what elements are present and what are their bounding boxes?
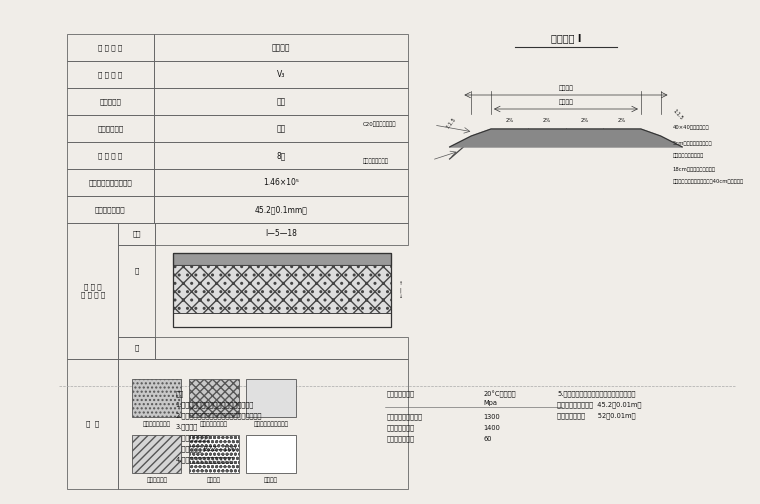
Bar [67,61,154,88]
Text: 中粒式氥青混凝土：  45.2（0.01m）: 中粒式氥青混凝土： 45.2（0.01m） [557,402,641,408]
Bar [67,88,154,115]
Text: 水泥路基路面：: 水泥路基路面： [387,435,414,443]
Text: 行 车 道
路 面 结 构: 行 车 道 路 面 结 构 [81,284,105,298]
Text: 浆砖片石加固路肩: 浆砖片石加固路肩 [363,158,389,164]
Text: 1.图中尺寸以厘米计，路面结构为示意图。: 1.图中尺寸以厘米计，路面结构为示意图。 [176,402,254,408]
Bar [154,61,408,88]
Bar [173,265,391,313]
Text: 氥青路面: 氥青路面 [272,43,290,52]
Bar [67,115,154,142]
Text: 自 然 区 域: 自 然 区 域 [98,71,122,78]
Bar [173,253,391,327]
Text: 图  例: 图 例 [86,421,100,427]
Text: 40×40重磳片石边沟: 40×40重磳片石边沟 [673,124,709,130]
Bar [154,142,408,169]
Text: 4.路面各结构层材料抗压模量：: 4.路面各结构层材料抗压模量： [176,457,234,463]
Text: I—5—18: I—5—18 [265,229,297,238]
Bar [67,169,154,196]
Text: 设计弹货强度值: 设计弹货强度值 [95,206,125,213]
Bar [154,196,408,223]
Bar [154,169,408,196]
Bar [246,379,296,417]
Text: Mpa: Mpa [483,400,497,406]
Text: 2%: 2% [543,117,551,122]
Bar [67,359,119,489]
Text: 示: 示 [135,345,139,351]
Bar [67,223,119,359]
Bar [173,253,391,265]
Bar [189,435,239,473]
Text: V₃: V₃ [277,70,285,79]
Text: 水泥稳定砖石: 水泥稳定砖石 [146,477,167,483]
Bar [119,223,155,245]
Bar [132,379,182,417]
Text: 1300: 1300 [483,414,500,420]
Text: 中湿: 中湿 [277,124,286,133]
Text: 唇配砖石: 唇配砖石 [207,477,221,483]
Text: 5.路面各结构层土基顶面施工及收彔层度：: 5.路面各结构层土基顶面施工及收彔层度： [557,391,635,397]
Bar [155,337,408,359]
Text: 图: 图 [135,268,139,274]
Text: 1400: 1400 [483,425,500,431]
Text: 中粒式氥青混凝土: 中粒式氥青混凝土 [200,421,228,427]
Bar [154,115,408,142]
Text: 结构层材料名称: 结构层材料名称 [387,391,414,397]
Text: 20°C抗压模量: 20°C抗压模量 [483,390,515,398]
Bar [119,245,155,337]
Text: 透层氥青（不计层度）: 透层氥青（不计层度） [673,154,704,158]
Bar [119,359,408,489]
Text: 2.路面各结构层厘度根据现有交通量计算得出。: 2.路面各结构层厘度根据现有交通量计算得出。 [176,413,262,419]
Text: 路基干燥类型: 路基干燥类型 [97,125,124,132]
Polygon shape [450,129,682,147]
Text: 2%: 2% [618,117,626,122]
Bar [246,435,296,473]
Text: 中粒式氥青混凝土：: 中粒式氥青混凝土： [387,414,423,420]
Text: 改建或新建: 改建或新建 [100,98,122,105]
Text: 1:1.5: 1:1.5 [673,109,685,121]
Bar [67,196,154,223]
Text: 水泥稳定砖石：      52（0.01m）: 水泥稳定砖石： 52（0.01m） [557,413,635,419]
Text: 代号: 代号 [132,231,141,237]
Text: 一个车道累计当量轴次: 一个车道累计当量轴次 [89,179,132,186]
Text: 注：: 注： [176,391,183,397]
Text: 45.2（0.1mm）: 45.2（0.1mm） [255,205,308,214]
Bar [155,223,408,245]
Bar [154,34,408,61]
Bar [132,435,182,473]
Text: 60: 60 [483,436,492,442]
Text: 路基路面（路基最小压实度为40cm）片石堡实: 路基路面（路基最小压实度为40cm）片石堡实 [673,179,743,184]
Text: 1.46×10⁵: 1.46×10⁵ [263,178,299,187]
Text: 18cm厘水泥稳定砖石基层: 18cm厘水泥稳定砖石基层 [673,166,715,171]
Text: 设 计 年 限: 设 计 年 限 [98,152,122,159]
Text: 1:1.5: 1:1.5 [445,116,458,130]
Text: 透层氥青（不计层度）: 透层氥青（不计层度） [254,421,289,427]
Text: 路 面 类 型: 路 面 类 型 [98,44,122,51]
Text: 细粒式氥青混凝土: 细粒式氥青混凝土 [143,421,171,427]
Text: 片石补强: 片石补强 [264,477,278,483]
Text: 路基宽度: 路基宽度 [559,85,574,91]
Text: 3.设计参数: 3.设计参数 [176,424,198,430]
Bar [154,88,408,115]
Text: ↑
|
↓: ↑ | ↓ [399,281,404,298]
Bar [189,379,239,417]
Text: 硬化宽度: 硬化宽度 [559,99,574,105]
Text: 拉拔标准： BZZ—100: 拉拔标准： BZZ—100 [176,446,237,452]
Text: 路面结构 I: 路面结构 I [551,33,581,43]
Text: 2%: 2% [505,117,514,122]
Text: 公路等级：四级: 公路等级：四级 [176,434,210,442]
Bar [67,142,154,169]
Bar [67,34,154,61]
Text: 5cm厘中粒式氥青混凝土: 5cm厘中粒式氥青混凝土 [673,141,712,146]
Text: 2%: 2% [581,117,589,122]
Text: 8年: 8年 [277,151,286,160]
Bar [119,337,155,359]
Text: C20混凝土加固路肩: C20混凝土加固路肩 [363,121,396,127]
Text: 水泥稳定砖石：: 水泥稳定砖石： [387,425,414,431]
Text: 改建: 改建 [277,97,286,106]
